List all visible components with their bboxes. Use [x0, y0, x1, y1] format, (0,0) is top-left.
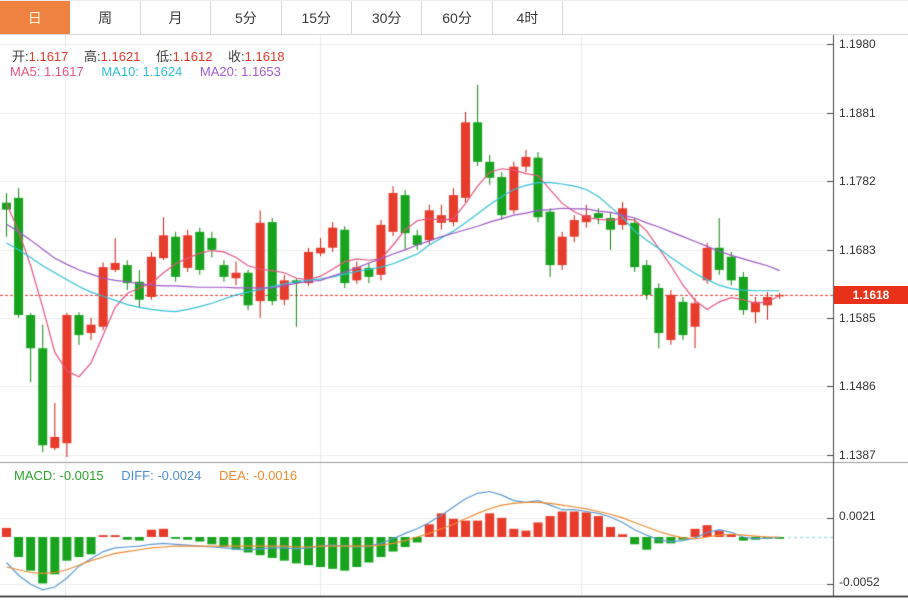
tab-5min[interactable]: 5分	[211, 1, 282, 34]
tab-month[interactable]: 月	[140, 1, 212, 34]
tab-week[interactable]: 周	[70, 1, 141, 34]
tab-15min[interactable]: 15分	[281, 1, 352, 34]
tab-30min[interactable]: 30分	[351, 1, 423, 34]
period-tabbar: 日周月 5分 15分 30分 60分 4时	[0, 0, 908, 35]
tab-day[interactable]: 日	[0, 1, 71, 34]
tab-4hour[interactable]: 4时	[492, 1, 564, 34]
tab-60min[interactable]: 60分	[422, 1, 493, 34]
